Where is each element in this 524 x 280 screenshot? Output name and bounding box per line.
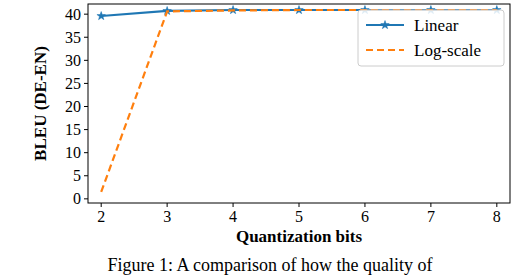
y-tick (84, 106, 88, 107)
x-tick-label: 2 (97, 208, 105, 225)
y-tick (84, 37, 88, 38)
x-tick (233, 203, 234, 207)
plot-area (97, 6, 501, 192)
x-axis-label: Quantization bits (236, 227, 362, 246)
y-tick (84, 175, 88, 176)
y-tick-label: 5 (73, 167, 81, 184)
x-tick-label: 8 (493, 208, 501, 225)
y-tick (84, 129, 88, 130)
x-tick-label: 5 (295, 208, 303, 225)
plot-frame (88, 4, 510, 203)
y-tick (84, 60, 88, 61)
y-tick-label: 10 (65, 144, 81, 161)
x-tick-label: 6 (361, 208, 369, 225)
x-tick-label: 7 (427, 208, 435, 225)
y-tick-label: 30 (65, 52, 81, 69)
x-tick-label: 4 (229, 208, 237, 225)
y-tick-label: 20 (65, 98, 81, 115)
legend: Linear Log-scale (358, 10, 504, 66)
y-tick (84, 198, 88, 199)
x-tick (167, 203, 168, 207)
x-tick-label: 3 (163, 208, 171, 225)
y-tick-label: 25 (65, 75, 81, 92)
y-tick-label: 0 (73, 190, 81, 207)
y-tick (84, 83, 88, 84)
legend-label: Linear (414, 16, 459, 35)
y-tick-label: 40 (65, 6, 81, 23)
y-tick (84, 14, 88, 15)
x-tick (496, 203, 497, 207)
chart: 2 3 4 5 6 7 8 0 5 10 15 20 25 30 35 40 Quantization bits… (0, 0, 524, 280)
x-tick (364, 203, 365, 207)
y-tick-label: 35 (65, 29, 81, 46)
y-tick (84, 152, 88, 153)
x-tick (101, 203, 102, 207)
x-tick (299, 203, 300, 207)
legend-marker (381, 21, 390, 29)
y-tick-label: 15 (65, 121, 81, 138)
y-axis-label: BLEU (DE-EN) (31, 46, 50, 161)
x-tick (430, 203, 431, 207)
legend-swatch (366, 49, 404, 51)
caption: Figure 1: A comparison of how the qualit… (108, 255, 433, 275)
legend-label: Log-scale (414, 41, 481, 60)
legend-box (358, 10, 504, 66)
point-marker (97, 12, 106, 20)
